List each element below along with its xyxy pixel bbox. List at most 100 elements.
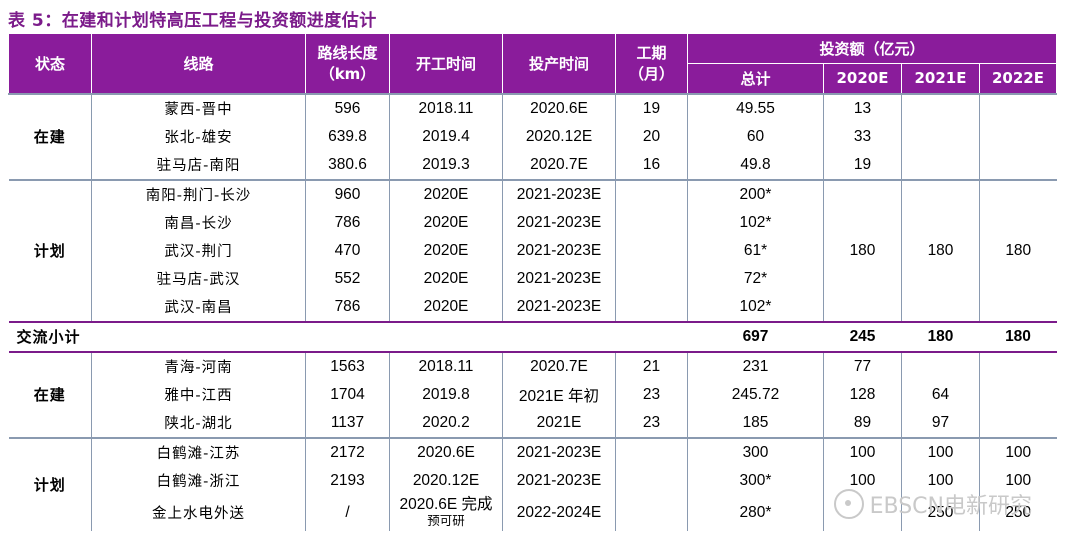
table-row: 驻马店-南阳 380.6 2019.3 2020.7E 16 49.8 19 xyxy=(9,150,1057,180)
total-cell: 61* xyxy=(687,236,824,265)
route-cell: 金上水电外送 xyxy=(91,494,306,531)
header-period: 工期 （月） xyxy=(615,33,688,94)
y2022-cell xyxy=(980,123,1057,151)
table-row: 在建 蒙西-晋中 596 2018.11 2020.6E 19 49.55 13 xyxy=(8,92,1057,180)
route-cell: 白鹤滩-浙江 xyxy=(91,466,306,495)
y2020-cell: 89 xyxy=(823,408,902,438)
length-cell: 2172 xyxy=(305,436,390,467)
start-cell: 2020E xyxy=(389,292,503,322)
header-length: 路线长度 （km） xyxy=(305,33,390,94)
production-cell: 2020.6E xyxy=(502,92,616,123)
period-cell: 20 xyxy=(615,122,688,151)
y2022-cell: 100 xyxy=(1005,471,1032,489)
length-cell: 786 xyxy=(305,292,390,322)
subtotal-2020: 245 xyxy=(823,320,902,353)
table-row: 雅中-江西 1704 2019.8 2021E 年初 23 245.72 128… xyxy=(9,380,1057,409)
y2021-cell: 180 xyxy=(901,178,980,322)
header-start: 开工时间 xyxy=(389,33,503,94)
start-cell: 2020E xyxy=(389,236,503,265)
period-cell: 23 xyxy=(615,408,688,438)
production-cell: 2021-2023E xyxy=(502,292,616,322)
length-cell: 1704 xyxy=(305,380,390,409)
route-cell: 青海-河南 xyxy=(91,351,306,381)
status-cell: 计划 xyxy=(8,436,92,531)
production-cell: 2021-2023E xyxy=(502,236,616,265)
length-cell: 786 xyxy=(305,208,390,237)
table-row: 白鹤滩-浙江 2193 2020.12E 2021-2023E 300* 100… xyxy=(9,466,1057,495)
total-cell: 245.72 xyxy=(687,380,824,409)
total-cell: 49.55 xyxy=(687,92,824,123)
y2022-cell xyxy=(980,381,1057,409)
watermark: EBSCN电新研究 xyxy=(833,488,1032,520)
production-cell: 2021-2023E xyxy=(502,178,616,209)
y2020-cell: 100 xyxy=(823,436,902,467)
y2021-cell: 64 xyxy=(901,380,980,409)
total-cell: 72* xyxy=(687,264,824,293)
table-row: 南昌-长沙 786 2020E 2021-2023E 102* xyxy=(9,208,1057,237)
period-cell: 16 xyxy=(615,150,688,180)
y2020-cell: 128 xyxy=(823,380,902,409)
subtotal-2022: 180 xyxy=(979,320,1057,353)
period-cell xyxy=(615,466,688,495)
production-cell: 2021-2023E xyxy=(502,208,616,237)
route-cell: 白鹤滩-江苏 xyxy=(91,436,306,467)
subtotal-label: 交流小计 xyxy=(8,320,306,353)
total-cell: 231 xyxy=(687,351,824,381)
header-2020e: 2020E xyxy=(823,63,902,94)
production-cell: 2021-2023E xyxy=(502,264,616,293)
header-2022e: 2022E xyxy=(978,63,1058,94)
period-cell xyxy=(615,264,688,293)
length-cell: 596 xyxy=(305,92,390,123)
subtotal-2021: 180 xyxy=(901,320,980,353)
watermark-text: EBSCN电新研究 xyxy=(869,494,1032,519)
y2021-cell xyxy=(901,122,980,151)
start-cell: 2019.4 xyxy=(389,122,503,151)
length-cell: 552 xyxy=(305,264,390,293)
start-cell: 2018.11 xyxy=(389,351,503,381)
length-cell: 639.8 xyxy=(305,122,390,151)
y2022-cell xyxy=(980,352,1057,381)
y2021-cell xyxy=(901,92,980,123)
route-cell: 武汉-南昌 xyxy=(91,292,306,322)
header-status: 状态 xyxy=(8,33,92,94)
y2021-cell: 250 xyxy=(901,494,980,531)
total-cell: 300* xyxy=(687,466,824,495)
table-row: 驻马店-武汉 552 2020E 2021-2023E 72* xyxy=(9,264,1057,293)
period-cell xyxy=(615,236,688,265)
header-investment: 投资额（亿元） xyxy=(686,33,1058,64)
y2021-cell: 100 xyxy=(901,436,980,467)
y2021-cell xyxy=(901,351,980,381)
route-cell: 陕北-湖北 xyxy=(91,408,306,438)
y2021-cell xyxy=(901,150,980,180)
total-cell: 280* xyxy=(687,494,824,531)
production-cell: 2021E xyxy=(502,408,616,438)
period-cell xyxy=(615,436,688,467)
header-total: 总计 xyxy=(687,63,824,94)
start-cell: 2019.3 xyxy=(389,150,503,180)
start-cell: 2020E xyxy=(389,178,503,209)
table-row: 在建 青海-河南 1563 2018.11 2020.7E 21 231 77 xyxy=(8,351,1057,438)
start-cell: 2020E xyxy=(389,264,503,293)
start-cell: 2020.6E xyxy=(389,436,503,467)
y2020-cell: 19 xyxy=(823,150,902,180)
start-cell: 2020.12E xyxy=(389,466,503,495)
route-cell: 张北-雄安 xyxy=(91,122,306,151)
table-row: 金上水电外送 / 2020.6E 完成 预可研 2022-2024E 280* … xyxy=(9,494,1057,531)
start-cell: 2018.11 xyxy=(389,92,503,123)
y2022-cell xyxy=(979,92,1057,123)
subtotal-row: 交流小计 697 245 180 180 xyxy=(8,320,1057,353)
y2020-cell: 13 xyxy=(823,92,902,123)
status-cell: 在建 xyxy=(8,351,92,438)
period-cell xyxy=(615,292,688,322)
period-cell xyxy=(615,178,688,209)
length-cell: 380.6 xyxy=(305,150,390,180)
length-cell: 1563 xyxy=(305,351,390,381)
table-row: 武汉-荆门 470 2020E 2021-2023E 61* xyxy=(9,236,1057,265)
period-cell xyxy=(615,208,688,237)
start-cell: 2020.2 xyxy=(389,408,503,438)
header-route: 线路 xyxy=(91,33,306,94)
subtotal-total: 697 xyxy=(687,320,824,353)
table-row: 张北-雄安 639.8 2019.4 2020.12E 20 60 33 xyxy=(9,122,1057,151)
start-cell: 2020E xyxy=(389,208,503,237)
y2020-cell: 180 xyxy=(823,178,902,322)
